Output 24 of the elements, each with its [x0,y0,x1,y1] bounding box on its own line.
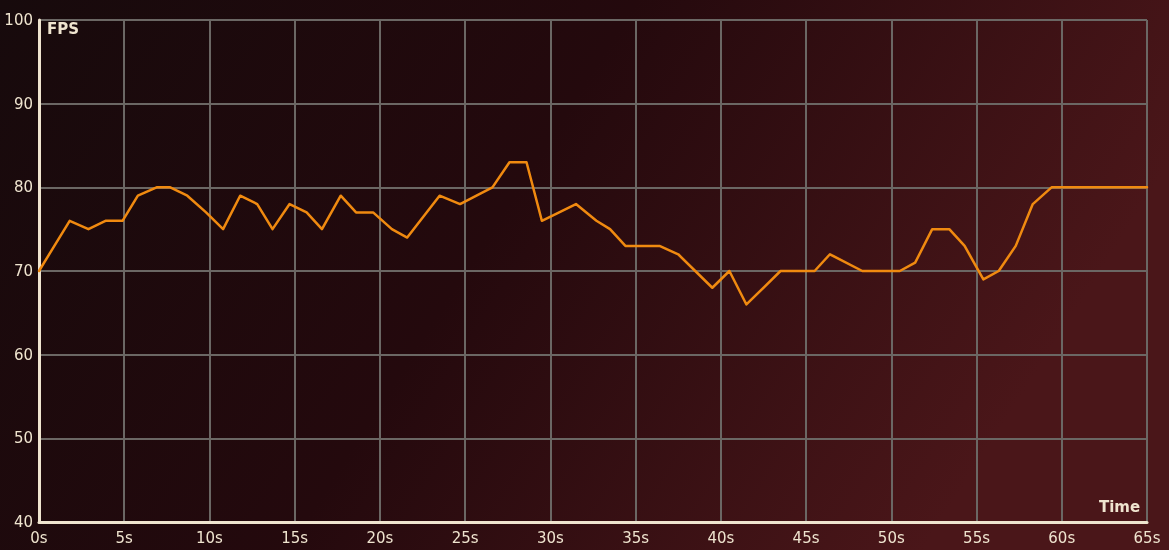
x-tick-label: 60s [1048,528,1076,547]
x-axis-title: Time [1099,497,1141,516]
y-axis-title: FPS [47,19,80,38]
x-tick-label: 10s [196,528,224,547]
x-tick-label: 30s [536,528,565,547]
x-tick-label: 50s [877,528,905,547]
y-tick-label: 50 [13,429,33,448]
x-tick-label: 15s [281,528,309,547]
x-tick-label: 20s [366,528,394,547]
y-tick-label: 60 [13,345,33,364]
line-series [37,160,1149,306]
x-tick-label: 25s [451,528,479,547]
x-tick-label: 45s [792,528,820,547]
x-tick-label: 40s [707,528,735,547]
x-tick-label: 0s [30,528,48,547]
y-tick-label: 90 [13,94,33,113]
x-tick-label: 5s [115,528,134,547]
y-tick-label: 70 [13,262,33,280]
y-tick-label: 40 [13,513,33,531]
x-tick-label: 55s [963,528,991,547]
y-tick-label: 100 [4,11,33,29]
x-tick-label: 65s [1133,528,1161,547]
y-tick-label: 80 [13,178,33,197]
x-tick-label: 35s [622,528,650,547]
